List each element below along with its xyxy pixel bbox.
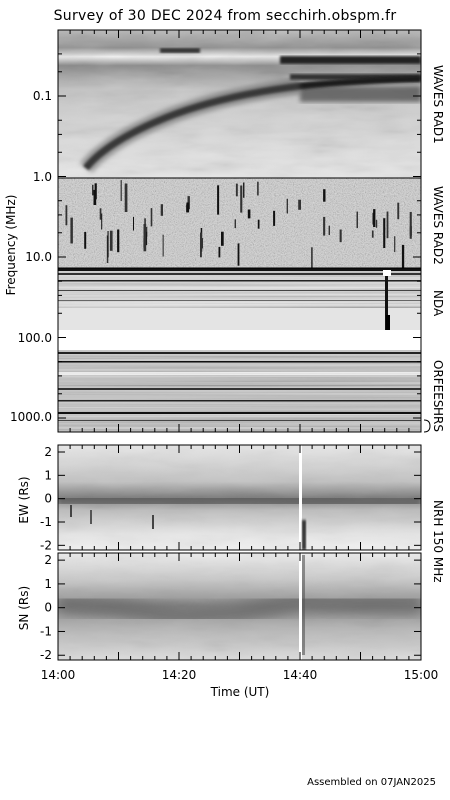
- freq-tick-10.0: 10.0: [25, 250, 52, 264]
- label-nrh-150mhz: NRH 150 MHz: [431, 500, 445, 583]
- rad2-spike: [143, 224, 147, 252]
- rad2-spike: [107, 231, 109, 258]
- frequency-tick-labels: 0.1 1.0 10.0 100.0 1000.0: [10, 89, 52, 424]
- rad2-spike: [99, 208, 102, 220]
- rad2-spike: [394, 236, 396, 253]
- label-hrs: HRS: [431, 407, 445, 432]
- rad2-spike: [218, 246, 221, 258]
- rad2-spike: [186, 202, 190, 213]
- rad2-spike: [286, 198, 288, 214]
- rad2-spikes: [65, 180, 412, 268]
- freq-tick-1.0: 1.0: [33, 170, 52, 184]
- rad2-spike: [117, 229, 120, 253]
- rad2-spike: [257, 181, 259, 196]
- time-tick-1500: 15:00: [404, 668, 439, 682]
- rad2-spike: [409, 211, 412, 239]
- rad2-spike: [339, 229, 342, 243]
- rad2-spike: [162, 234, 164, 257]
- rad2-spike: [298, 199, 301, 210]
- rad2-spike: [101, 213, 103, 230]
- nrh-ew-panel: [58, 445, 421, 550]
- rad2-spike: [247, 209, 251, 219]
- sn-tick-label: 0: [44, 601, 52, 615]
- rad2-spike: [150, 208, 153, 227]
- time-tick-1440: 14:40: [283, 668, 318, 682]
- time-tick-1420: 14:20: [162, 668, 197, 682]
- rad2-spike: [217, 185, 220, 215]
- rad2-spike: [240, 185, 243, 213]
- label-waves-rad2: WAVES RAD2: [431, 186, 445, 265]
- sn-tick-label: 1: [44, 577, 52, 591]
- rad2-spike: [201, 238, 203, 249]
- label-waves-rad1: WAVES RAD1: [431, 65, 445, 144]
- rad2-spike: [409, 226, 412, 236]
- sn-tick-label: -2: [40, 648, 52, 662]
- rad2-spike: [109, 230, 113, 251]
- rad2-spike: [235, 183, 238, 197]
- ew-ridge: [58, 491, 421, 511]
- assembled-date: Assembled on 07JAN2025: [307, 777, 436, 788]
- label-nda: NDA: [431, 290, 445, 317]
- rad2-spike: [70, 217, 73, 244]
- ew-tick-label: 2: [44, 445, 52, 459]
- rad2-spike: [257, 219, 260, 229]
- time-tick-1400: 14:00: [41, 668, 76, 682]
- rad2-spike: [133, 216, 134, 231]
- rad2-spike: [234, 219, 236, 229]
- freq-tick-0.1: 0.1: [33, 89, 52, 103]
- hrs-bracket: [423, 419, 431, 433]
- rad2-spike: [93, 189, 97, 205]
- rad2-spike: [383, 218, 386, 248]
- rad2-spike: [373, 209, 376, 227]
- label-orfees: ORFEES: [431, 360, 445, 407]
- ew-tick-label: 0: [44, 492, 52, 506]
- rad2-spike: [124, 183, 128, 212]
- rad1-panel: [58, 30, 421, 178]
- rad2-spike: [237, 243, 240, 266]
- rad2-spike: [397, 202, 400, 220]
- rad2-spike: [84, 231, 87, 249]
- axis-ticks: [57, 30, 422, 660]
- rad2-spike: [65, 205, 68, 226]
- rad2-spike: [386, 211, 389, 239]
- rad2-panel: [58, 178, 421, 268]
- rad2-spike: [401, 244, 405, 268]
- rad2-spike: [371, 230, 374, 238]
- rad2-spike: [120, 180, 122, 202]
- time-tick-labels: 14:00 14:20 14:40 15:00: [41, 668, 439, 682]
- rad2-spike: [311, 247, 313, 268]
- rad2-spike: [375, 219, 378, 228]
- ew-tick-label: -2: [40, 538, 52, 552]
- rad2-spike: [356, 211, 358, 229]
- frequency-axis-title: Frequency (MHz): [4, 195, 18, 296]
- rad2-spike: [221, 231, 224, 246]
- sn-ridge: [58, 589, 421, 629]
- rad2-spike: [200, 232, 202, 258]
- ew-tick-label: -1: [40, 515, 52, 529]
- rad2-spike: [328, 225, 330, 235]
- rad2-spike: [323, 216, 326, 236]
- rad2-spike: [243, 182, 245, 198]
- rad2-spike: [92, 184, 94, 196]
- nda-panel: [58, 268, 421, 330]
- orfees-panel: [58, 350, 421, 432]
- ew-tick-label: 1: [44, 468, 52, 482]
- sn-tick-label: -1: [40, 625, 52, 639]
- page-title: Survey of 30 DEC 2024 from secchirh.obsp…: [53, 8, 397, 24]
- time-axis-title: Time (UT): [210, 685, 270, 699]
- rad2-spike: [323, 189, 326, 202]
- ew-axis-title: EW (Rs): [17, 476, 31, 523]
- sn-axis-title: SN (Rs): [17, 586, 31, 630]
- sn-tick-label: 2: [44, 553, 52, 567]
- rad2-spike: [273, 210, 276, 226]
- rad2-spike: [160, 204, 163, 216]
- nrh-sn-panel: [58, 553, 421, 660]
- freq-tick-100.0: 100.0: [18, 331, 52, 345]
- freq-tick-1000.0: 1000.0: [10, 410, 52, 424]
